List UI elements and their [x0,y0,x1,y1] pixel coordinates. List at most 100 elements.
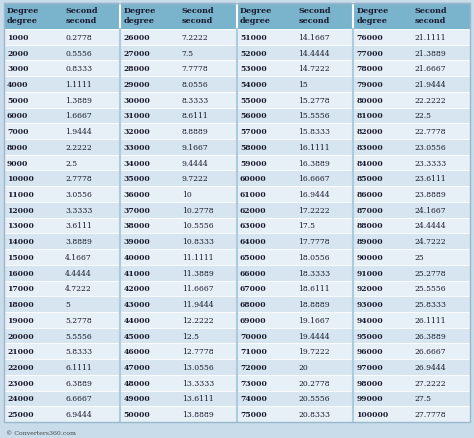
Text: 12.7778: 12.7778 [182,347,213,356]
Text: 4000: 4000 [7,81,28,89]
Text: 57000: 57000 [240,128,267,136]
Text: 13000: 13000 [7,222,34,230]
Text: 19000: 19000 [7,316,34,324]
Text: 14.4444: 14.4444 [298,49,330,57]
Bar [4,155,470,171]
Text: 11.1111: 11.1111 [182,253,213,261]
Text: 46000: 46000 [124,347,150,356]
Text: Second: Second [65,7,98,15]
Text: 10000: 10000 [7,175,34,183]
Text: degree: degree [356,17,387,25]
Text: 92000: 92000 [356,285,383,293]
Text: 8.8889: 8.8889 [182,128,209,136]
Text: 18.8889: 18.8889 [298,300,330,308]
Text: 6.9444: 6.9444 [65,410,92,418]
Text: 21.9444: 21.9444 [415,81,447,89]
Text: 51000: 51000 [240,34,267,42]
Bar [4,218,470,234]
Text: 23000: 23000 [7,379,34,387]
Text: 20.8333: 20.8333 [298,410,330,418]
Text: 55000: 55000 [240,96,266,105]
Bar [4,281,470,297]
Text: 9000: 9000 [7,159,28,167]
Text: 25.5556: 25.5556 [415,285,447,293]
Text: 72000: 72000 [240,363,267,371]
Text: 76000: 76000 [356,34,383,42]
Text: 94000: 94000 [356,316,383,324]
Text: 23.6111: 23.6111 [415,175,447,183]
Bar [4,328,470,344]
Text: 14.7222: 14.7222 [298,65,330,73]
Text: 28000: 28000 [124,65,150,73]
Text: 44000: 44000 [124,316,150,324]
Text: 91000: 91000 [356,269,383,277]
Text: 71000: 71000 [240,347,267,356]
Text: 2.7778: 2.7778 [65,175,92,183]
Text: 16.9444: 16.9444 [298,191,330,198]
Text: 62000: 62000 [240,206,266,214]
Bar [4,30,470,46]
Text: 12.5: 12.5 [182,332,199,340]
Text: 23.0556: 23.0556 [415,144,447,152]
Text: 78000: 78000 [356,65,383,73]
Bar [120,4,179,30]
Text: 65000: 65000 [240,253,266,261]
Text: 2000: 2000 [7,49,28,57]
Text: 0.2778: 0.2778 [65,34,92,42]
Text: 9.1667: 9.1667 [182,144,209,152]
Text: 23.8889: 23.8889 [415,191,447,198]
Text: 12000: 12000 [7,206,34,214]
Text: 97000: 97000 [356,363,383,371]
Bar [4,391,470,406]
Text: 31000: 31000 [124,112,150,120]
Text: 19.4444: 19.4444 [298,332,330,340]
Text: 24.7222: 24.7222 [415,238,447,246]
Text: 80000: 80000 [356,96,383,105]
Bar [4,108,470,124]
Text: 30000: 30000 [124,96,150,105]
Text: 52000: 52000 [240,49,266,57]
Text: 16000: 16000 [7,269,34,277]
Text: 10.8333: 10.8333 [182,238,214,246]
Text: 27.7778: 27.7778 [415,410,447,418]
Text: 64000: 64000 [240,238,267,246]
Text: 6.1111: 6.1111 [65,363,92,371]
Bar [4,265,470,281]
Text: 27.5: 27.5 [415,395,432,403]
Text: 54000: 54000 [240,81,267,89]
Text: 77000: 77000 [356,49,383,57]
Text: Second: Second [298,7,331,15]
Text: 15.8333: 15.8333 [298,128,330,136]
Text: 98000: 98000 [356,379,383,387]
Text: second: second [415,17,446,25]
Text: 35000: 35000 [124,175,150,183]
Bar [4,77,470,93]
Text: 1.6667: 1.6667 [65,112,92,120]
Text: 59000: 59000 [240,159,266,167]
Text: 24.4444: 24.4444 [415,222,447,230]
Text: 56000: 56000 [240,112,266,120]
Bar [4,312,470,328]
Text: 11000: 11000 [7,191,34,198]
Text: 75000: 75000 [240,410,267,418]
Text: 4.1667: 4.1667 [65,253,92,261]
Text: 93000: 93000 [356,300,383,308]
Text: 24000: 24000 [7,395,34,403]
Text: 84000: 84000 [356,159,383,167]
Text: 10: 10 [182,191,191,198]
Text: 7.5: 7.5 [182,49,194,57]
Text: 9.4444: 9.4444 [182,159,209,167]
Text: 67000: 67000 [240,285,267,293]
Text: 70000: 70000 [240,332,267,340]
Text: 8.0556: 8.0556 [182,81,209,89]
Text: 13.3333: 13.3333 [182,379,214,387]
Text: 49000: 49000 [124,395,150,403]
Text: Degree: Degree [7,7,39,15]
Text: 87000: 87000 [356,206,383,214]
Text: 26.9444: 26.9444 [415,363,447,371]
Text: 74000: 74000 [240,395,267,403]
Text: Second: Second [182,7,214,15]
Text: 11.6667: 11.6667 [182,285,213,293]
Text: 1.9444: 1.9444 [65,128,92,136]
Text: 25: 25 [415,253,425,261]
